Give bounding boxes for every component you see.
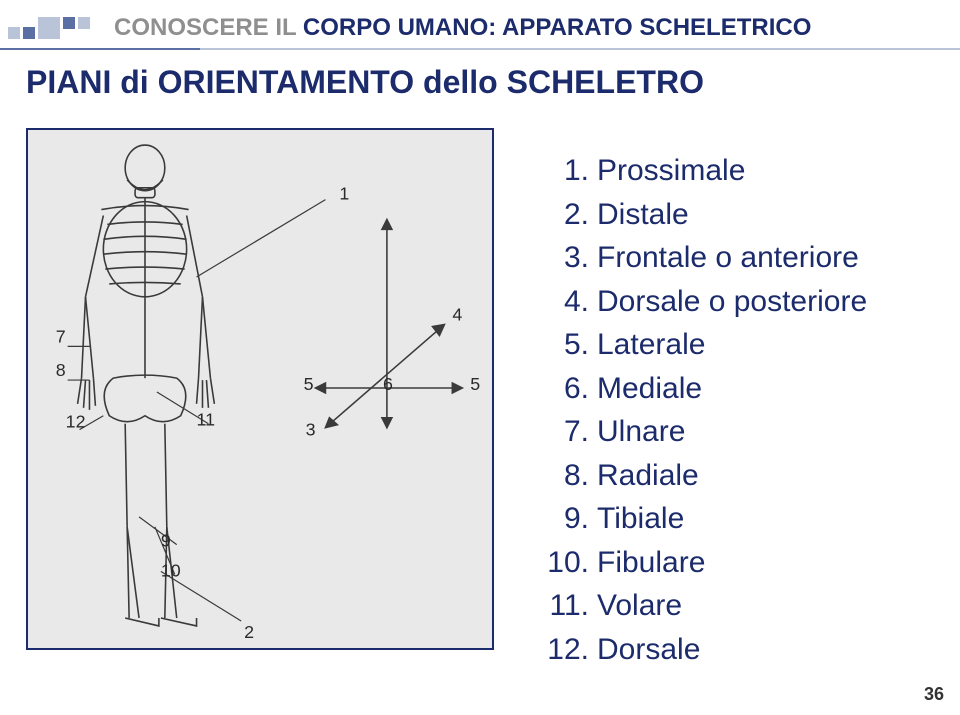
list-item: 8.Radiale	[545, 457, 935, 495]
list-item-number: 12.	[545, 631, 597, 669]
list-item-label: Frontale o anteriore	[597, 239, 859, 277]
decor-square	[38, 17, 60, 39]
header-decor-squares	[8, 17, 90, 39]
list-item: 6.Mediale	[545, 370, 935, 408]
slide-header: CONOSCERE IL CORPO UMANO: APPARATO SCHEL…	[0, 8, 960, 48]
list-item-label: Dorsale o posteriore	[597, 283, 867, 321]
list-item: 4.Dorsale o posteriore	[545, 283, 935, 321]
list-item-number: 7.	[545, 413, 597, 451]
list-item: 7.Ulnare	[545, 413, 935, 451]
header-underline	[0, 48, 960, 50]
diagram-label: 11	[197, 410, 216, 430]
list-item-label: Dorsale	[597, 631, 700, 669]
decor-square	[78, 17, 90, 29]
list-item-label: Prossimale	[597, 152, 745, 190]
list-item: 1.Prossimale	[545, 152, 935, 190]
header-title: CONOSCERE IL CORPO UMANO: APPARATO SCHEL…	[114, 14, 811, 42]
list-item-number: 4.	[545, 283, 597, 321]
list-item-number: 1.	[545, 152, 597, 190]
list-item-label: Radiale	[597, 457, 699, 495]
diagram-label: 12	[66, 412, 86, 432]
list-item-number: 9.	[545, 500, 597, 538]
diagram-label: 10	[161, 560, 181, 580]
diagram-label: 6	[383, 374, 393, 394]
diagram-label: 1	[339, 184, 349, 204]
list-item-label: Volare	[597, 587, 682, 625]
list-item-number: 2.	[545, 196, 597, 234]
list-item-label: Tibiale	[597, 500, 684, 538]
list-item-number: 5.	[545, 326, 597, 364]
list-item-label: Laterale	[597, 326, 705, 364]
diagram-label: 5	[304, 374, 314, 394]
list-item: 12.Dorsale	[545, 631, 935, 669]
list-item-label: Ulnare	[597, 413, 685, 451]
list-item-number: 3.	[545, 239, 597, 277]
list-item: 3.Frontale o anteriore	[545, 239, 935, 277]
diagram-label: 5	[470, 374, 480, 394]
list-item: 5.Laterale	[545, 326, 935, 364]
orientation-list: 1.Prossimale2.Distale3.Frontale o anteri…	[545, 152, 935, 674]
page-number: 36	[924, 684, 944, 705]
skeleton-diagram: 1234556789101112	[26, 128, 494, 650]
diagram-label: 2	[244, 622, 254, 642]
page-subtitle: PIANI di ORIENTAMENTO dello SCHELETRO	[26, 64, 704, 101]
diagram-label: 8	[56, 360, 66, 380]
list-item-label: Distale	[597, 196, 689, 234]
diagram-label: 3	[306, 420, 316, 440]
decor-square	[63, 17, 75, 29]
list-item-number: 8.	[545, 457, 597, 495]
list-item-number: 11.	[545, 587, 597, 625]
list-item: 10.Fibulare	[545, 544, 935, 582]
decor-square	[8, 27, 20, 39]
list-item: 11.Volare	[545, 587, 935, 625]
list-item-label: Mediale	[597, 370, 702, 408]
decor-square	[23, 27, 35, 39]
header-title-blue: CORPO UMANO: APPARATO SCHELETRICO	[303, 14, 811, 41]
skeleton-svg: 1234556789101112	[28, 130, 492, 648]
list-item-number: 10.	[545, 544, 597, 582]
list-item-label: Fibulare	[597, 544, 705, 582]
header-title-gray: CONOSCERE IL	[114, 14, 303, 41]
diagram-label: 7	[56, 326, 66, 346]
list-item: 2.Distale	[545, 196, 935, 234]
diagram-label: 9	[161, 531, 171, 551]
diagram-leader	[139, 517, 177, 545]
list-item-number: 6.	[545, 370, 597, 408]
list-item: 9.Tibiale	[545, 500, 935, 538]
diagram-leader	[197, 200, 326, 277]
diagram-label: 4	[452, 305, 462, 325]
